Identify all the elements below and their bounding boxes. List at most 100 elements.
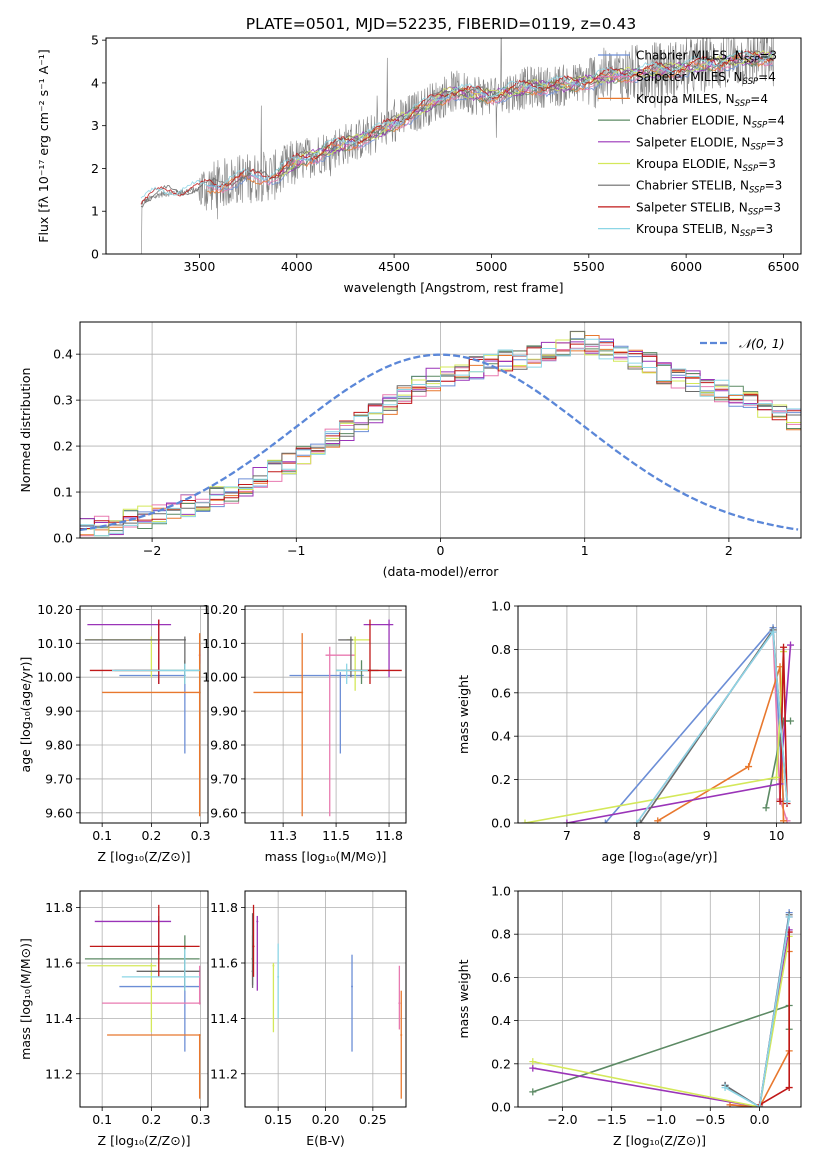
plot-area <box>80 606 208 823</box>
weight-marker-kroupa_elodie <box>521 819 529 823</box>
data-point-kroupa_miles <box>301 691 304 694</box>
weight-marker-chabrier_elodie <box>787 717 795 725</box>
data-point-salpeter_stelib <box>368 669 371 672</box>
plot-area <box>140 38 774 254</box>
data-point-kroupa_stelib <box>345 669 348 672</box>
plot-area <box>245 606 406 823</box>
data-point-salpeter_stelib <box>157 945 160 948</box>
weight-marker-kroupa_stelib <box>721 1084 729 1092</box>
data-point-kroupa_miles <box>198 1034 201 1036</box>
legend-entry: Chabrier MILES, NSSP=3 <box>636 49 777 66</box>
model-spectrum-chabrier_stelib <box>140 50 774 208</box>
data-point-salpeter_miles <box>328 654 331 657</box>
y-tick-label: 0.4 <box>491 1013 511 1028</box>
panels: 3500 4000 4500 5000 5500 6000 6500 0 1 2 3 4 5 wavele… <box>18 33 802 1148</box>
y-tick-label: 11.8 <box>45 900 73 915</box>
y-axis-label: Flux [fλ 10⁻¹⁷ erg cm⁻² s⁻¹ A⁻¹] <box>36 49 51 242</box>
y-tick-label: 5 <box>91 33 99 48</box>
x-tick-label: 0.15 <box>264 1112 292 1127</box>
y-tick-label: 11.4 <box>210 1011 238 1026</box>
y-tick-label: 0.4 <box>491 729 511 744</box>
y-tick-label: 0.8 <box>491 927 511 942</box>
data-point-chabrier_stelib <box>349 638 352 641</box>
weight-marker-kroupa_stelib <box>769 628 777 636</box>
x-tick-label: 5500 <box>573 259 605 274</box>
x-tick-label: −2 <box>143 543 161 558</box>
y-axis-label: Normed distribution <box>18 368 33 493</box>
x-tick-label: 11.5 <box>322 828 350 843</box>
y-tick-label: 9.80 <box>45 738 73 753</box>
y-tick-label: 4 <box>91 75 99 90</box>
panel-spectrum: 3500 4000 4500 5000 5500 6000 6500 0 1 2 3 4 5 wavele… <box>36 33 802 295</box>
axes-frame <box>517 605 802 824</box>
model-spectrum-kroupa_stelib <box>140 49 774 199</box>
gaussian-reference-curve <box>80 353 799 532</box>
x-tick-label: 0.3 <box>191 1112 211 1127</box>
data-point-kroupa_elodie <box>272 964 275 967</box>
data-point-salpeter_miles <box>398 1002 401 1005</box>
x-tick-label: −0.5 <box>695 1112 725 1127</box>
y-tick-label: 10.00 <box>202 670 238 685</box>
weight-marker-kroupa_elodie <box>773 773 781 781</box>
y-tick-label: 10.20 <box>37 602 73 617</box>
axes-frame <box>244 890 407 1108</box>
model-spectrum-kroupa_miles <box>207 54 773 195</box>
x-tick-label: 2 <box>725 543 733 558</box>
y-tick-label: 0.2 <box>53 439 73 454</box>
y-axis-label: mass weight <box>456 959 471 1038</box>
y-tick-label: 11.4 <box>45 1011 73 1026</box>
legend: Chabrier MILES, NSSP=3 Salpeter MILES, NS… <box>598 49 785 239</box>
x-axis-label: (data-model)/error <box>383 564 500 579</box>
y-tick-label: 0.6 <box>491 970 511 985</box>
x-axis-label: E(B-V) <box>306 1133 345 1148</box>
y-tick-label: 10.20 <box>202 602 238 617</box>
legend-entry: Chabrier STELIB, NSSP=3 <box>636 179 782 196</box>
legend-entry: Kroupa STELIB, NSSP=3 <box>636 222 773 239</box>
x-tick-label: 0.2 <box>141 828 161 843</box>
y-tick-label: 0.8 <box>491 642 511 657</box>
weight-marker-kroupa_stelib <box>756 1103 764 1107</box>
data-point-kroupa_miles <box>198 691 201 694</box>
y-tick-label: 0.0 <box>491 816 511 831</box>
x-tick-label: 8 <box>633 828 641 843</box>
data-point-salpeter_miles <box>198 1002 201 1005</box>
y-tick-label: 1.0 <box>491 884 511 899</box>
y-tick-label: 1 <box>91 204 99 219</box>
y-tick-label: 0.6 <box>491 685 511 700</box>
y-tick-label: 0 <box>91 247 99 262</box>
x-tick-label: −2.0 <box>547 1112 577 1127</box>
y-axis-label: mass [log₁₀(M/M⊙)] <box>18 938 33 1060</box>
y-tick-label: 11.6 <box>210 956 238 971</box>
x-tick-label: 0.3 <box>191 828 211 843</box>
panel-mass_vs_ebv: 0.15 0.20 0.25 11.2 11.4 11.6 11.8 E(B-V) <box>210 890 407 1148</box>
data-point-chabrier_miles <box>339 674 342 677</box>
weight-marker-chabrier_miles <box>601 819 609 823</box>
axes-frame <box>79 321 802 539</box>
weight-marker-salpeter_stelib <box>785 1084 793 1092</box>
data-point-kroupa_stelib <box>183 669 186 672</box>
y-tick-label: 10.10 <box>37 636 73 651</box>
legend-entry: Salpeter MILES, NSSP=4 <box>636 70 776 87</box>
data-point-kroupa_elodie <box>354 638 357 641</box>
legend-entry: Salpeter STELIB, NSSP=3 <box>636 200 781 217</box>
x-tick-label: 0.1 <box>92 1112 112 1127</box>
weight-marker-kroupa_stelib <box>785 913 793 921</box>
weight-marker-salpeter_stelib <box>780 643 788 651</box>
weight-marker-kroupa_miles <box>654 817 662 823</box>
y-tick-label: 0.2 <box>491 1056 511 1071</box>
y-tick-label: 9.90 <box>210 704 238 719</box>
data-point-kroupa_elodie <box>150 964 153 967</box>
y-tick-label: 9.60 <box>210 805 238 820</box>
weight-marker-salpeter_elodie <box>787 641 795 649</box>
y-tick-label: 10.10 <box>202 636 238 651</box>
y-tick-label: 1.0 <box>491 599 511 614</box>
plot-area <box>245 891 406 1107</box>
x-tick-label: 11.8 <box>375 828 403 843</box>
y-tick-label: 3 <box>91 118 99 133</box>
y-tick-label: 0.2 <box>491 772 511 787</box>
y-tick-label: 9.60 <box>45 805 73 820</box>
model-spectrum-kroupa_elodie <box>276 50 773 178</box>
legend-entry: Kroupa ELODIE, NSSP=3 <box>636 157 776 174</box>
y-tick-label: 11.6 <box>45 956 73 971</box>
legend-entry: Salpeter ELODIE, NSSP=3 <box>636 135 784 152</box>
